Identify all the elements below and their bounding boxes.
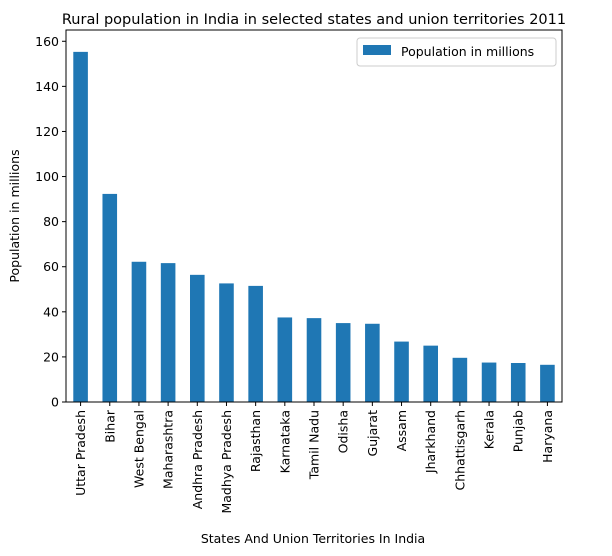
y-tick-label: 60	[43, 259, 59, 274]
y-tick-label: 120	[35, 124, 59, 139]
x-tick-label: Assam	[394, 410, 409, 451]
bar	[452, 357, 468, 402]
y-tick-label: 80	[43, 214, 59, 229]
x-tick-label: Gujarat	[365, 410, 380, 457]
x-tick-label: West Bengal	[131, 410, 146, 488]
legend: Population in millions	[356, 37, 557, 67]
y-tick-label: 20	[43, 349, 59, 364]
legend-entry: Population in millions	[401, 44, 534, 59]
x-tick-label: Kerala	[482, 410, 497, 449]
chart-title: Rural population in India in selected st…	[62, 12, 566, 28]
x-tick-label: Jharkhand	[423, 410, 438, 474]
x-tick-label: Karnataka	[277, 410, 292, 473]
bar	[102, 193, 118, 402]
x-tick-label: Chhattisgarh	[452, 410, 467, 490]
bars-layer	[73, 51, 555, 403]
bar	[335, 323, 351, 402]
bar	[365, 323, 380, 402]
bar	[481, 362, 497, 402]
y-tick-label: 100	[35, 169, 59, 184]
bar	[394, 341, 409, 402]
x-tick-label: Maharashtra	[161, 410, 176, 489]
bar	[306, 318, 322, 402]
bar	[423, 345, 438, 402]
x-tick-label: Madhya Pradesh	[219, 410, 234, 514]
bar	[131, 261, 147, 402]
legend-swatch	[363, 45, 391, 55]
bar	[73, 51, 88, 403]
bar	[510, 363, 526, 402]
y-tick-label: 0	[51, 395, 59, 410]
x-tick-label: Punjab	[511, 410, 526, 452]
x-tick-label: Rajasthan	[248, 410, 263, 472]
bar	[160, 263, 176, 402]
bar	[248, 285, 263, 402]
y-axis-label: Population in millions	[7, 149, 22, 282]
y-tick-label: 40	[43, 304, 59, 319]
plot-frame	[65, 29, 563, 403]
x-tick-label: Haryana	[540, 410, 555, 463]
bar	[277, 317, 293, 402]
bar	[190, 274, 205, 402]
x-axis: Uttar Pradesh Bihar West Bengal Maharashtra…	[73, 402, 555, 514]
x-tick-label: Uttar Pradesh	[73, 410, 88, 496]
x-tick-label: Tamil Nadu	[307, 410, 322, 480]
bar	[219, 283, 234, 402]
x-tick-label: Odisha	[336, 410, 351, 453]
legend-frame	[356, 37, 557, 67]
x-axis-label: States And Union Territories In India	[201, 531, 425, 546]
x-tick-label: Andhra Pradesh	[190, 410, 205, 509]
y-tick-label: 140	[35, 79, 59, 94]
bar	[540, 364, 555, 402]
y-axis: 0 20 40 60 80 100 120 140 160	[35, 34, 66, 410]
x-tick-label: Bihar	[102, 409, 117, 443]
y-tick-label: 160	[35, 34, 59, 49]
